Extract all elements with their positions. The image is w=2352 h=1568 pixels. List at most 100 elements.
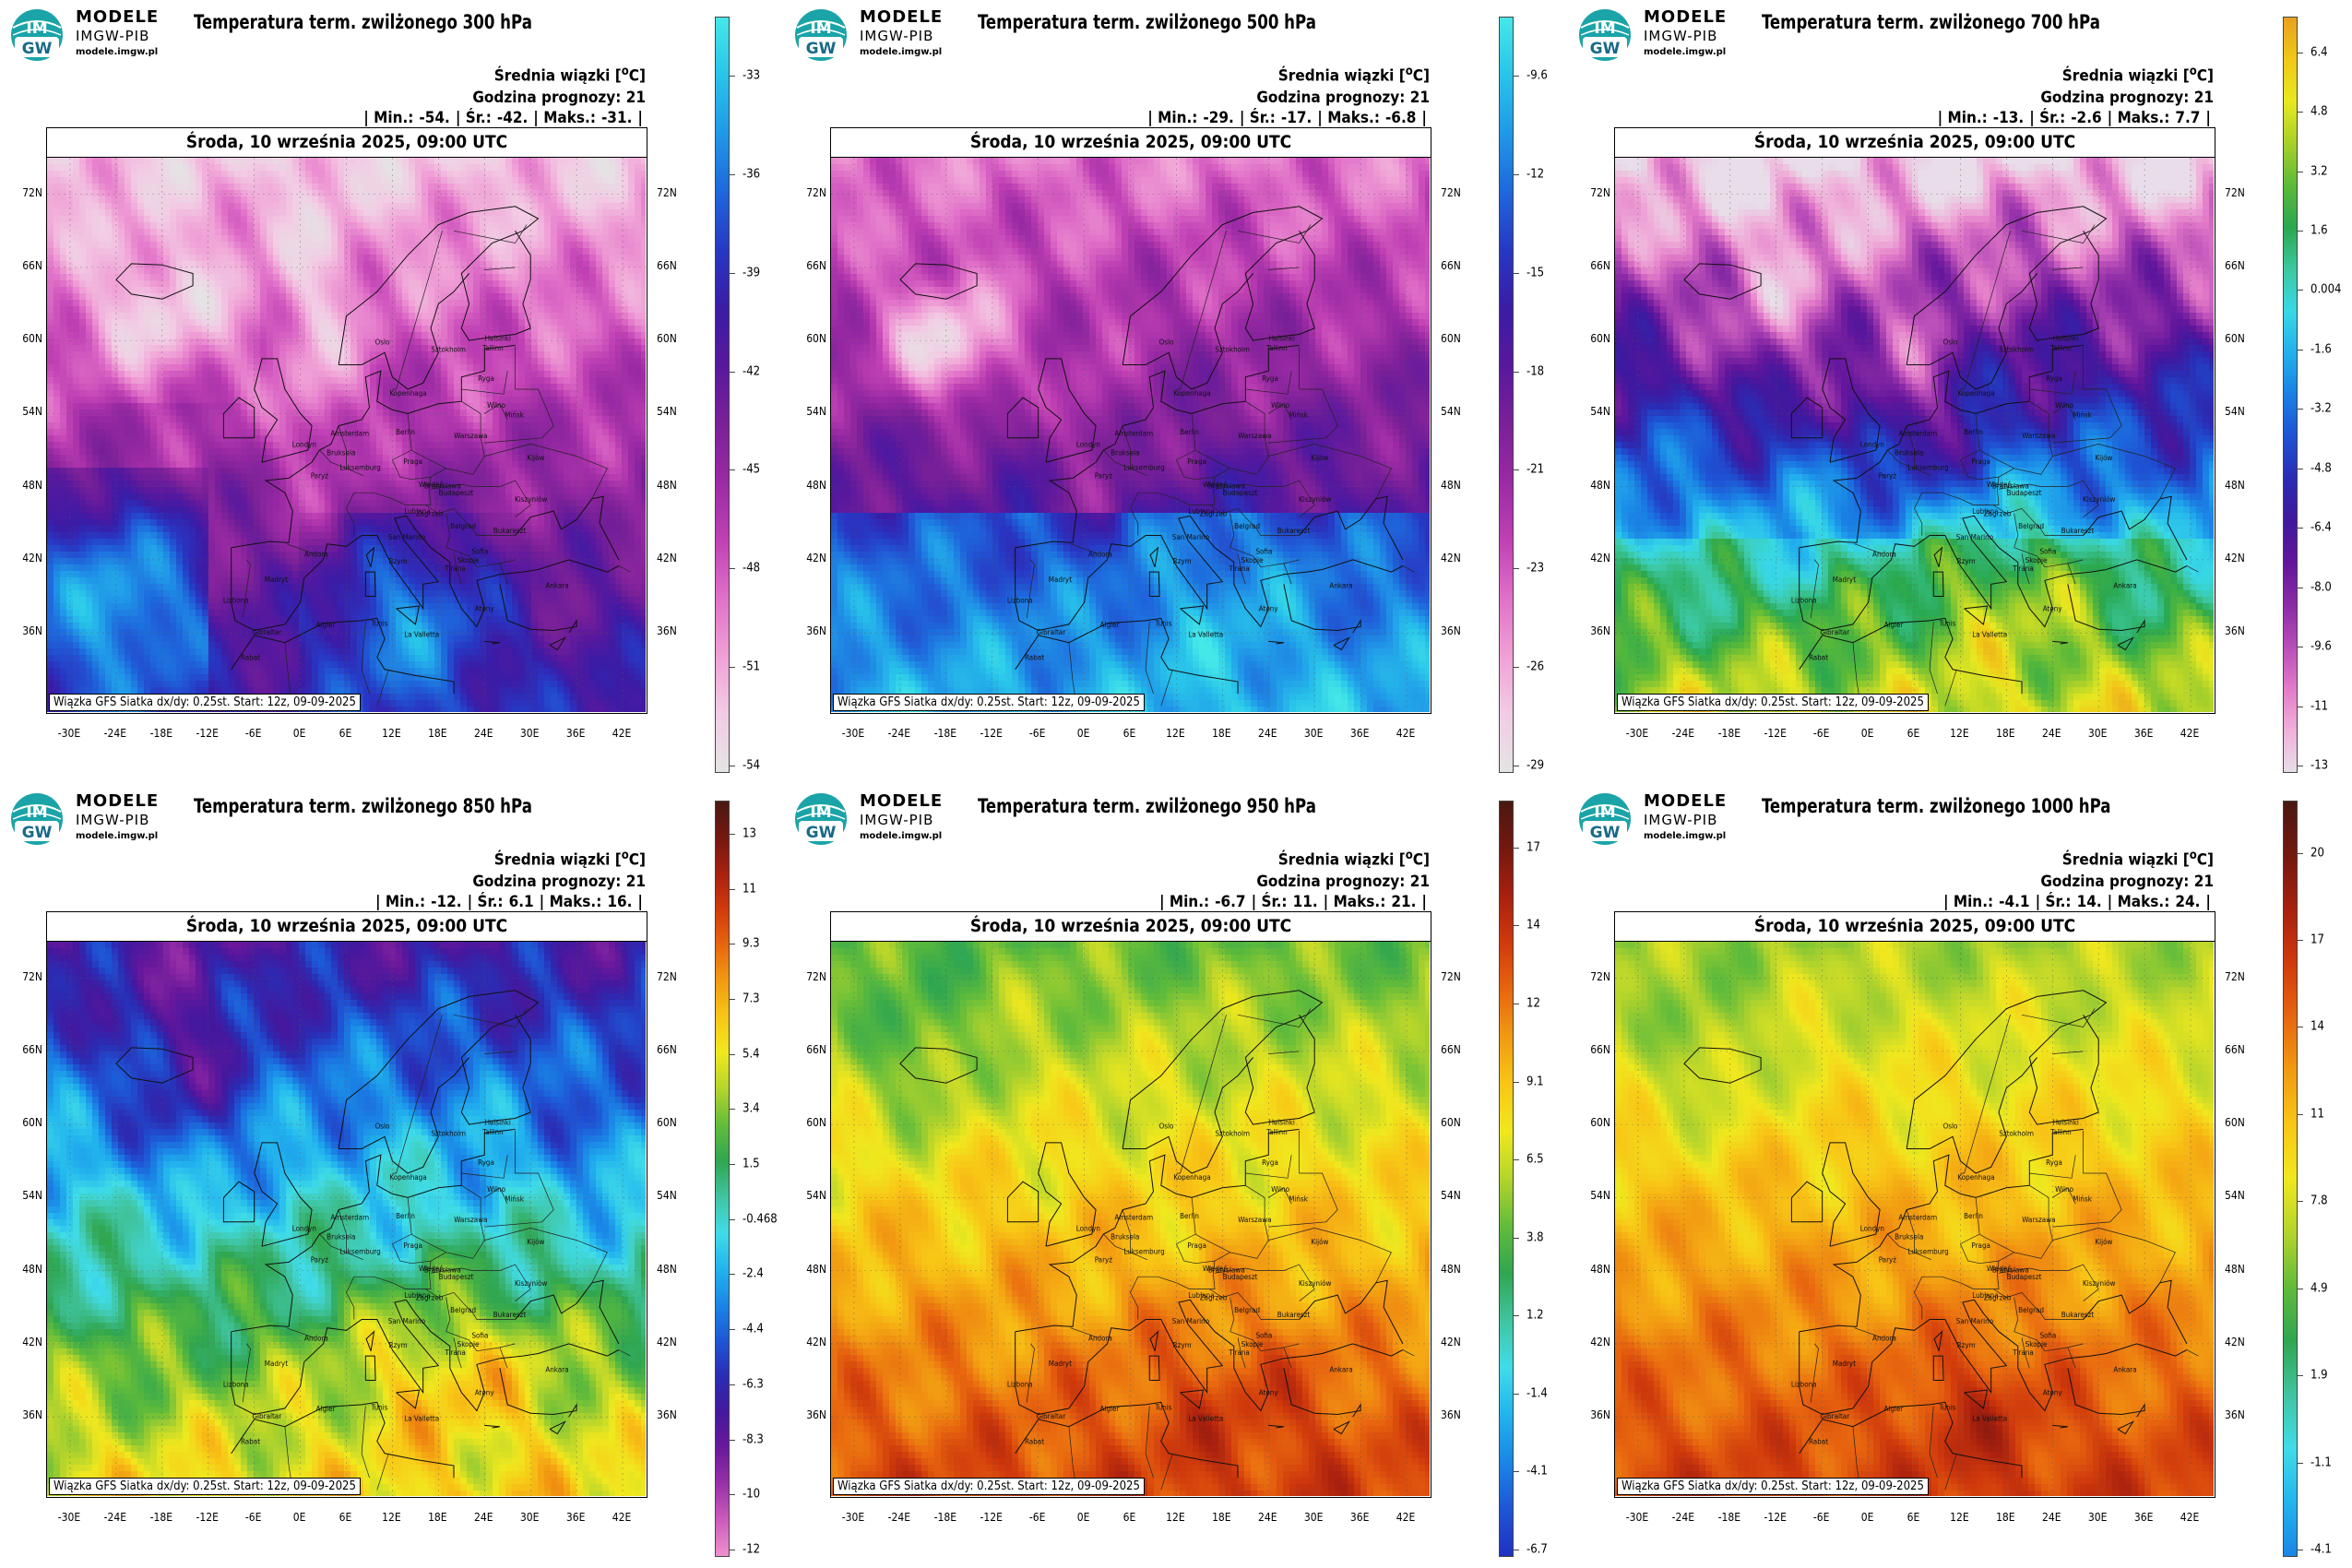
colorbar-tick [1514, 272, 1519, 274]
lat-label-left: 60N [9, 332, 42, 345]
logo-line-1: MODELE [76, 791, 159, 811]
city-label: Ryga [2046, 1158, 2062, 1167]
lat-label-right: 42N [657, 552, 690, 564]
city-label: Belgrad [2018, 522, 2044, 530]
colorbar-label: -13 [2310, 759, 2328, 773]
city-label: Belgrad [1234, 1306, 1260, 1314]
logo-url[interactable]: modele.imgw.pl [1644, 831, 1727, 841]
logo-url[interactable]: modele.imgw.pl [76, 831, 159, 841]
lat-label-left: 60N [9, 1116, 42, 1129]
colorbar-tick [2298, 290, 2303, 291]
colorbar-tick [2298, 1375, 2303, 1377]
lon-label: 30E [520, 1511, 540, 1524]
map-canvas[interactable]: Oslo Sztokholm Helsinki Tallinn Ryga Wilno Kop… [831, 942, 1430, 1496]
city-label: Luksemburg [1123, 464, 1164, 472]
map-canvas[interactable]: Oslo Sztokholm Helsinki Tallinn Ryga Wilno Kop… [1615, 158, 2214, 712]
lon-label: -12E [1764, 1511, 1786, 1524]
lat-label-left: 48N [1577, 479, 1610, 492]
city-label: Kiszyniów [1299, 494, 1331, 504]
imgw-logo[interactable]: IM GW [1577, 791, 1633, 847]
map-frame: Środa, 10 września 2025, 09:00 UTC Oslo Sz… [1614, 911, 2215, 1498]
stat-sep: | Śr.: [468, 893, 504, 911]
map-panel-950: IM GW MODELE IMGW-PIB modele.imgw.pl Temper… [784, 784, 1568, 1568]
map-canvas[interactable]: Oslo Sztokholm Helsinki Tallinn Ryga Wilno Kop… [831, 158, 1430, 712]
colorbar-label: 1.9 [2310, 1369, 2328, 1383]
imgw-logo[interactable]: IM GW [9, 791, 65, 847]
city-label: Wilno [487, 1185, 506, 1194]
city-label: Bruksela [1895, 449, 1923, 457]
colorbar-tick [730, 469, 735, 471]
city-label: San Marino [1956, 1317, 1994, 1325]
ensemble-info: Średnia wiązki [oC] Godzina prognozy: 21 [1256, 61, 1430, 109]
lat-label-left: 72N [793, 970, 826, 983]
lon-label: 36E [1350, 727, 1370, 740]
city-label: Paryż [1095, 1256, 1113, 1265]
colorbar-label: -12 [1526, 167, 1544, 181]
city-label: Andora [304, 550, 328, 558]
imgw-logo[interactable]: IM GW [9, 7, 65, 63]
map-frame: Środa, 10 września 2025, 09:00 UTC Oslo Sz… [46, 127, 647, 714]
imgw-logo[interactable]: IM GW [793, 791, 849, 847]
mean-label-unit: C] [1413, 67, 1430, 86]
colorbar-label: 3.8 [1526, 1230, 1544, 1244]
stat-sep: | Maks.: [533, 109, 596, 127]
stat-max: 16. [607, 893, 632, 911]
stat-sep: | [2205, 893, 2211, 911]
colorbar-tick [1514, 1471, 1519, 1473]
map-canvas[interactable]: Oslo Sztokholm Helsinki Tallinn Ryga Wilno Kop… [47, 158, 646, 712]
colorbar-label: -4.1 [1526, 1465, 1548, 1479]
city-label: Lublana [1972, 507, 1998, 516]
city-label: Helsinki [2053, 334, 2079, 342]
lon-label: 0E [293, 1511, 306, 1524]
colorbar-label: -8.3 [742, 1432, 764, 1446]
imgw-logo-icon: IM GW [11, 9, 63, 61]
imgw-logo[interactable]: IM GW [793, 7, 849, 63]
map-canvas[interactable]: Oslo Sztokholm Helsinki Tallinn Ryga Wilno Kop… [47, 942, 646, 1496]
degree-mark: o [622, 849, 629, 862]
logo-url[interactable]: modele.imgw.pl [860, 831, 943, 841]
lat-label-right: 72N [657, 186, 690, 199]
city-label: Amsterdam [1114, 430, 1153, 438]
temperature-field: Oslo Sztokholm Helsinki Tallinn Ryga Wilno Kop… [47, 942, 646, 1496]
city-label: Madryt [1049, 576, 1072, 584]
city-label: Berlin [1180, 1212, 1199, 1220]
city-label: Budapeszt [439, 489, 474, 497]
logo-url[interactable]: modele.imgw.pl [76, 47, 159, 57]
city-label: Amsterdam [1898, 430, 1937, 438]
degree-mark: o [622, 65, 629, 78]
city-label: San Marino [1172, 533, 1210, 541]
city-label: Tunis [1154, 1404, 1171, 1412]
stat-sep: | Śr.: [2029, 109, 2065, 127]
city-label: Sztokholm [431, 345, 466, 353]
lon-label: 0E [293, 727, 306, 740]
lon-label: -24E [888, 1511, 910, 1524]
stat-sep: | Maks.: [1317, 109, 1380, 127]
city-label: Belgrad [2018, 1306, 2044, 1314]
city-label: Rzym [1173, 1341, 1192, 1349]
logo-url[interactable]: modele.imgw.pl [1644, 47, 1727, 57]
logo-url[interactable]: modele.imgw.pl [860, 47, 943, 57]
map-panel-300: IM GW MODELE IMGW-PIB modele.imgw.pl Temper… [0, 0, 784, 784]
city-label: Praga [403, 1241, 422, 1250]
colorbar-label: -1.4 [1526, 1386, 1548, 1400]
logo-text: MODELE IMGW-PIB modele.imgw.pl [76, 7, 159, 57]
city-label: Sztokholm [1999, 1129, 2034, 1137]
city-label: Ankara [1329, 1366, 1352, 1374]
mean-label-unit: C] [1413, 851, 1430, 870]
colorbar-tick [730, 272, 735, 274]
imgw-logo[interactable]: IM GW [1577, 7, 1633, 63]
city-label: Wiedeń [1203, 1265, 1228, 1273]
lon-label: -12E [980, 727, 1002, 740]
map-canvas[interactable]: Oslo Sztokholm Helsinki Tallinn Ryga Wilno Kop… [1615, 942, 2214, 1496]
city-label: Kiszyniów [515, 1278, 547, 1288]
city-label: San Marino [1956, 533, 1994, 541]
stat-sep: | [637, 893, 643, 911]
imgw-logo-icon: IM GW [11, 793, 63, 845]
logo-line-2: IMGW-PIB [76, 812, 159, 828]
colorbar-label: -6.3 [742, 1377, 764, 1391]
city-label: Sofia [1255, 1332, 1272, 1340]
city-label: Warszawa [1238, 1216, 1271, 1224]
city-label: Kiszyniów [2083, 494, 2115, 504]
colorbar-label: -6.7 [1526, 1543, 1548, 1557]
mean-label-unit: C] [2197, 67, 2214, 86]
